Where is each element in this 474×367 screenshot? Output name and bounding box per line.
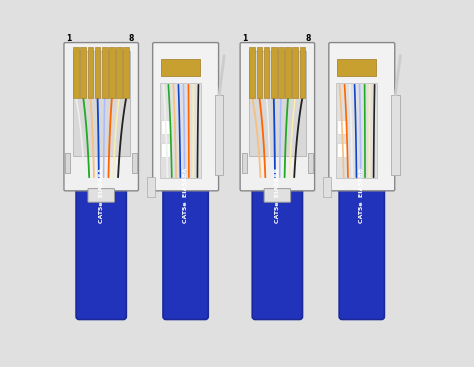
- Bar: [160, 83, 201, 178]
- Bar: [242, 153, 246, 173]
- Text: 8: 8: [129, 34, 134, 43]
- Bar: [95, 47, 100, 98]
- Text: CAT5e  EIA568A: CAT5e EIA568A: [183, 168, 188, 224]
- Bar: [146, 177, 155, 197]
- FancyBboxPatch shape: [329, 43, 395, 191]
- FancyBboxPatch shape: [76, 45, 127, 320]
- Bar: [337, 120, 346, 134]
- Bar: [256, 47, 262, 98]
- Text: CAT5e  EIA568B: CAT5e EIA568B: [359, 168, 365, 224]
- Bar: [65, 153, 71, 173]
- Bar: [249, 51, 306, 156]
- Bar: [308, 153, 313, 173]
- Text: 8: 8: [305, 34, 310, 43]
- Bar: [264, 47, 269, 98]
- Bar: [300, 47, 305, 98]
- Bar: [161, 59, 201, 76]
- FancyBboxPatch shape: [264, 189, 291, 202]
- Bar: [292, 47, 298, 98]
- Bar: [271, 47, 276, 98]
- FancyBboxPatch shape: [64, 43, 138, 191]
- FancyBboxPatch shape: [240, 43, 315, 191]
- Text: 1: 1: [242, 34, 247, 43]
- Bar: [215, 95, 224, 175]
- Bar: [132, 153, 137, 173]
- Bar: [249, 47, 255, 98]
- Bar: [278, 47, 283, 98]
- FancyBboxPatch shape: [153, 43, 219, 191]
- Bar: [285, 47, 291, 98]
- FancyBboxPatch shape: [339, 45, 384, 320]
- Text: CAT5e  EIA568A: CAT5e EIA568A: [99, 168, 104, 224]
- FancyBboxPatch shape: [88, 189, 114, 202]
- Bar: [116, 47, 122, 98]
- Bar: [73, 47, 79, 98]
- FancyBboxPatch shape: [252, 45, 302, 320]
- Bar: [81, 47, 86, 98]
- Bar: [323, 177, 331, 197]
- Bar: [391, 95, 400, 175]
- Bar: [337, 59, 376, 76]
- FancyBboxPatch shape: [163, 45, 208, 320]
- Bar: [109, 47, 115, 98]
- Bar: [102, 47, 108, 98]
- Text: CAT5e  EIA568B: CAT5e EIA568B: [275, 168, 280, 224]
- Bar: [161, 143, 170, 157]
- Bar: [336, 83, 377, 178]
- Text: 1: 1: [66, 34, 72, 43]
- Bar: [161, 120, 170, 134]
- Bar: [337, 143, 346, 157]
- Bar: [88, 47, 93, 98]
- Bar: [123, 47, 129, 98]
- Bar: [73, 51, 130, 156]
